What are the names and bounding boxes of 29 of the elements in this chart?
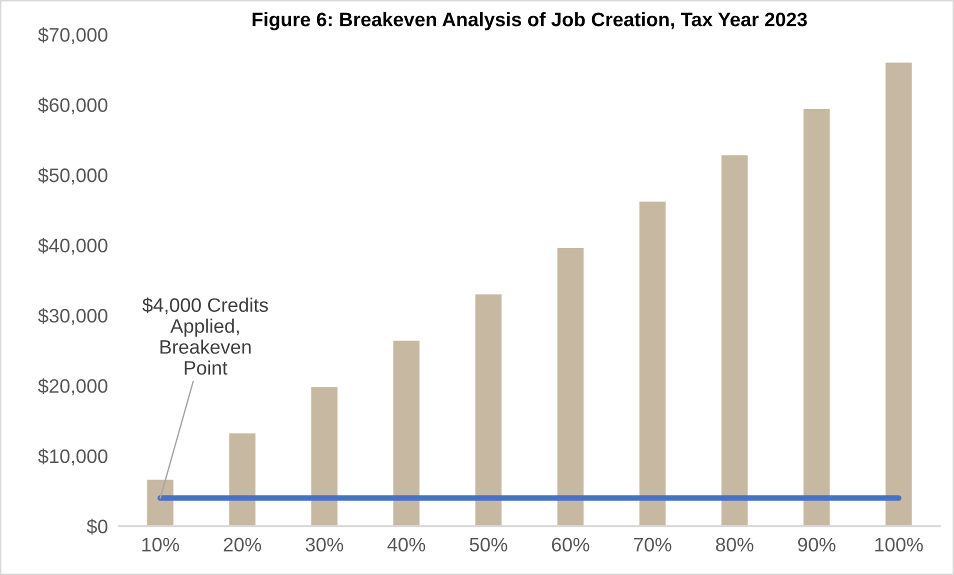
bar bbox=[557, 248, 584, 526]
bar bbox=[639, 202, 666, 526]
x-tick-label: 40% bbox=[387, 538, 426, 552]
x-tick-label: 80% bbox=[716, 538, 754, 552]
y-tick-label: $40,000 bbox=[38, 238, 108, 255]
y-tick-label: $70,000 bbox=[38, 27, 108, 44]
x-tick-label: 100% bbox=[875, 538, 923, 552]
x-tick-label: 90% bbox=[798, 538, 836, 552]
bar bbox=[886, 62, 912, 526]
x-tick-label: 20% bbox=[224, 538, 262, 552]
y-tick-label: $30,000 bbox=[38, 308, 108, 325]
bar bbox=[311, 387, 338, 526]
bar bbox=[229, 433, 256, 526]
chart-title: Figure 6: Breakeven Analysis of Job Creation, Tax Year 2023 bbox=[252, 12, 807, 30]
y-tick-label: $0 bbox=[86, 518, 108, 535]
y-tick-label: $50,000 bbox=[38, 168, 108, 184]
y-tick-label: $20,000 bbox=[38, 378, 108, 396]
x-tick-label: 10% bbox=[142, 538, 180, 552]
bar bbox=[475, 294, 502, 526]
x-tick-label: 60% bbox=[552, 538, 590, 552]
y-tick-label: $10,000 bbox=[38, 448, 108, 466]
x-tick-label: 50% bbox=[470, 538, 508, 552]
annotation: $4,000 Credits Applied, Breakeven Point bbox=[142, 297, 268, 375]
y-tick-label: $60,000 bbox=[38, 97, 108, 114]
bar bbox=[721, 155, 748, 526]
bar bbox=[393, 340, 420, 526]
bar bbox=[803, 108, 830, 526]
x-tick-label: 30% bbox=[306, 538, 344, 552]
x-tick-label: 70% bbox=[634, 538, 672, 552]
